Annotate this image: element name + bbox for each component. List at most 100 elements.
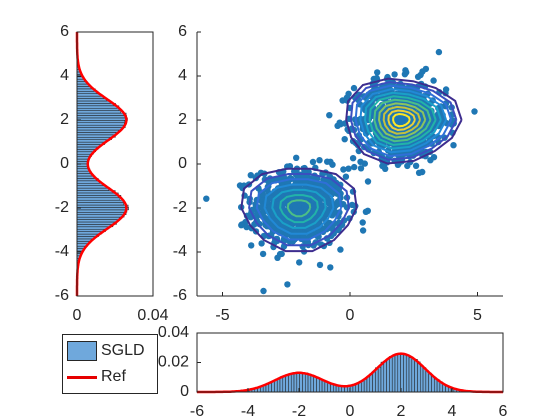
scatter-point [329, 161, 336, 168]
main-y-tick-label: -2 [173, 199, 187, 216]
histogram-bar [76, 231, 102, 235]
scatter-point [412, 162, 420, 169]
scatter-point [260, 287, 267, 295]
scatter-point [203, 195, 210, 202]
histogram-bar [76, 158, 89, 162]
histogram-bar [389, 356, 393, 393]
histogram-bar [76, 132, 117, 136]
scatter-point [471, 108, 478, 115]
left-y-tick-label: -6 [55, 287, 69, 304]
main-scatter-axes: -6 -4 -2 0 2 4 6 -5 0 5 [173, 23, 503, 324]
scatter-point [373, 74, 380, 82]
histogram-bar [310, 374, 314, 393]
scatter-point [238, 222, 245, 229]
main-y-tick-label: -4 [173, 243, 187, 260]
scatter-point [284, 281, 291, 288]
bottom-x-tick-label: -2 [292, 403, 306, 420]
histogram-bar [366, 376, 371, 393]
bottom-axes-box [196, 332, 504, 393]
scatter-point [294, 215, 301, 223]
contour-line [387, 109, 416, 132]
histogram-bar [434, 378, 438, 393]
histogram-bar [76, 180, 100, 184]
legend-label-ref: Ref [101, 368, 126, 385]
scatter-point [349, 155, 357, 162]
contour-line [345, 77, 463, 165]
ref-line [197, 352, 503, 394]
histogram-bar [285, 374, 289, 393]
scatter-point [359, 219, 366, 226]
histogram-bar [414, 359, 418, 393]
histogram-bar [403, 354, 407, 393]
scatter-point [274, 254, 281, 261]
scatter-point [361, 160, 368, 167]
histogram-bar [369, 373, 373, 393]
histogram-bar [76, 105, 120, 109]
bottom-x-tick-label: -4 [241, 403, 255, 420]
scatter-point [422, 65, 430, 73]
scatter-point [362, 208, 370, 215]
histogram-bar [411, 358, 415, 393]
histogram-bar [76, 238, 92, 242]
histogram-bar [76, 134, 116, 138]
histogram-bar [304, 372, 309, 393]
histogram-bar [76, 197, 121, 201]
histogram-bar [274, 379, 278, 393]
scatter-point [336, 119, 343, 126]
legend-swatch-ref [67, 375, 97, 379]
scatter-point [243, 223, 250, 231]
histogram-bar [76, 124, 126, 128]
contour-line [377, 102, 427, 139]
histogram-bar [76, 192, 119, 196]
scatter-point [296, 208, 304, 215]
contour-line [392, 112, 411, 128]
scatter-point [391, 71, 398, 78]
scatter-point [316, 157, 323, 164]
histogram-bar [76, 86, 92, 90]
histogram-bar [76, 219, 118, 223]
scatter-point [340, 166, 347, 173]
histogram-bar [425, 370, 429, 393]
scatter-point [379, 162, 386, 170]
histogram-bar [76, 112, 127, 116]
legend-label-sgld: SGLD [101, 342, 145, 359]
histogram-bar [422, 367, 427, 393]
histogram-bar [299, 373, 303, 393]
histogram-bar [290, 373, 295, 393]
scatter-point [258, 240, 265, 247]
histogram-bar [282, 375, 286, 393]
scatter-point [374, 69, 381, 76]
histogram-bar [76, 110, 122, 114]
histogram-bar [76, 207, 129, 211]
histogram-bar [380, 361, 385, 393]
scatter-point [324, 158, 331, 165]
scatter-point [325, 199, 332, 207]
histogram-bar [76, 141, 106, 145]
histogram-bar [76, 144, 101, 148]
main-x-tick-label: 5 [473, 307, 482, 324]
histogram-bar [76, 190, 116, 194]
histogram-bar [76, 173, 93, 177]
histogram-bar [76, 127, 123, 131]
histogram-bar [372, 371, 376, 393]
left-y-tick-label: 4 [60, 67, 69, 84]
scatter-point [364, 178, 372, 185]
bottom-y-tick-label: 0 [180, 383, 189, 400]
scatter-point [350, 84, 358, 92]
contour-line [286, 199, 312, 218]
contour-line [359, 88, 448, 154]
contour-line [240, 167, 358, 253]
histogram-bar [76, 212, 127, 215]
histogram-bar [383, 361, 387, 393]
scatter-point [319, 203, 326, 211]
scatter-point [345, 165, 352, 172]
contour-line [279, 194, 319, 224]
histogram-bar [417, 361, 421, 393]
main-y-tick-label: -6 [173, 287, 187, 304]
left-histogram [76, 57, 129, 271]
histogram-bar [76, 139, 107, 143]
histogram-bar [397, 353, 401, 393]
scatter-point [248, 242, 255, 249]
histogram-bar [363, 378, 368, 393]
left-y-tick-label: 2 [60, 111, 69, 128]
